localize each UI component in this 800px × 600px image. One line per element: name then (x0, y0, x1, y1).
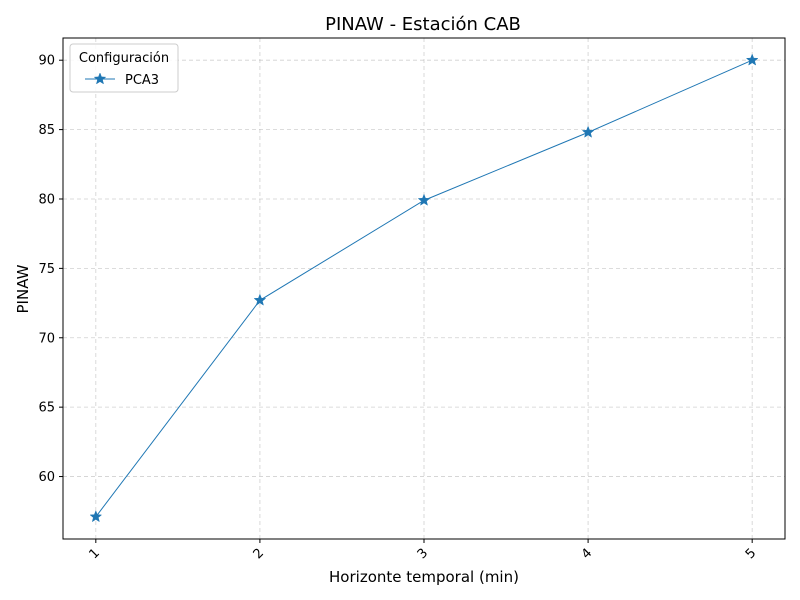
y-tick-label: 75 (38, 262, 55, 277)
y-tick-label: 70 (38, 331, 55, 346)
series-line-pca3 (95, 59, 753, 518)
series-layer (89, 53, 759, 523)
y-tick-label: 85 (38, 123, 55, 138)
data-point (581, 125, 595, 138)
legend: Configuración PCA3 (69, 43, 179, 93)
x-tick-label: 1 (87, 546, 103, 562)
y-tick-label: 65 (38, 401, 55, 416)
y-tick-label: 60 (38, 470, 55, 485)
grid (63, 38, 785, 539)
data-point (417, 193, 431, 206)
plot-frame (62, 37, 786, 540)
legend-box (69, 43, 179, 93)
x-tick-label: 4 (579, 546, 595, 562)
x-tick-label: 5 (743, 546, 759, 562)
x-tick-label: 2 (251, 546, 267, 562)
legend-title: Configuración (79, 51, 169, 66)
data-point (745, 53, 759, 66)
y-tick-label: 90 (38, 54, 55, 69)
x-axis: 1 2 3 4 5 (87, 539, 759, 562)
x-tick-label: 3 (415, 546, 431, 562)
y-axis-label: PINAW (14, 264, 32, 313)
legend-entry-label: PCA3 (125, 73, 159, 88)
data-point (89, 510, 103, 523)
legend-marker (93, 72, 107, 85)
chart-title: PINAW - Estación CAB (325, 14, 521, 35)
x-axis-label: Horizonte temporal (min) (329, 568, 519, 586)
y-tick-label: 80 (38, 192, 55, 207)
data-point (253, 293, 267, 306)
y-axis: 60 65 70 75 80 85 90 (38, 54, 63, 485)
